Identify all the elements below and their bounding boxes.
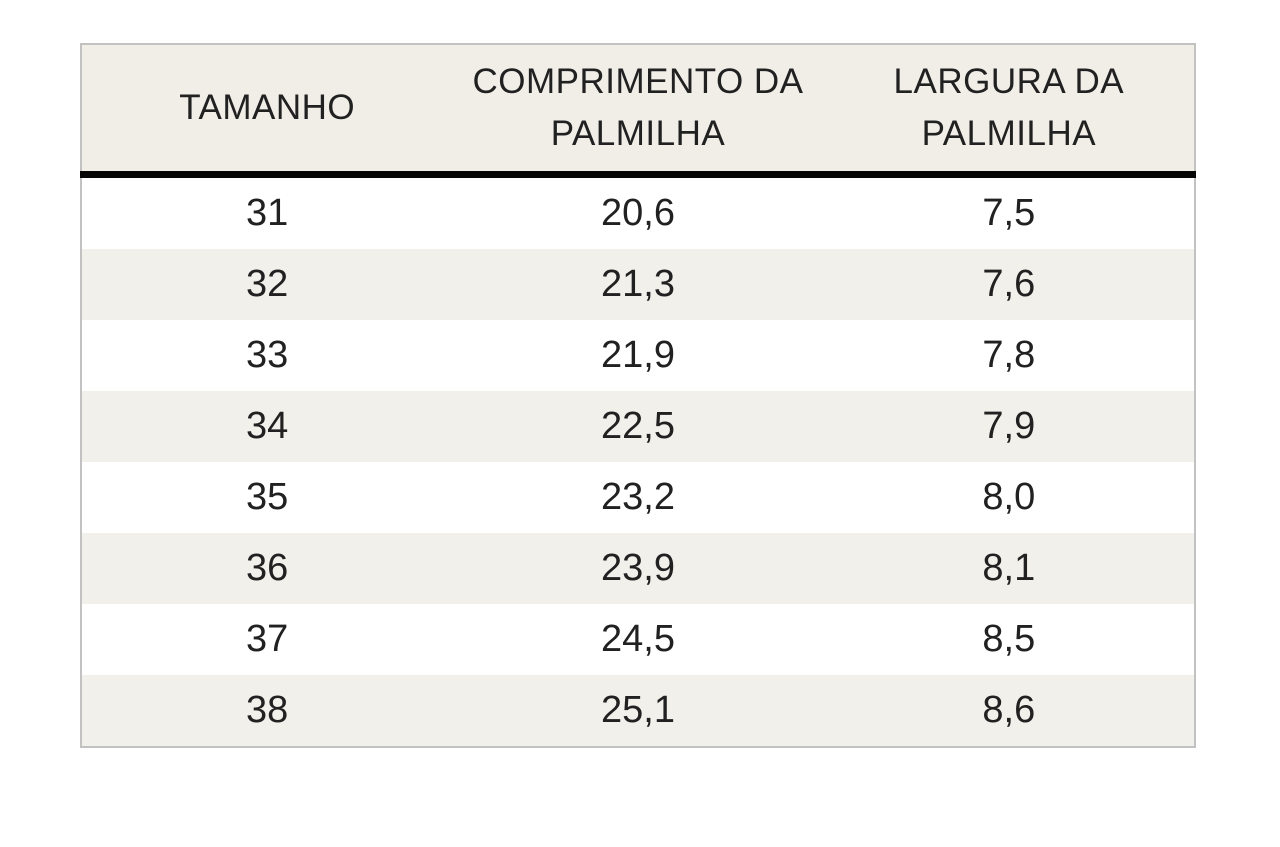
cell-comprimento: 23,9 — [452, 533, 824, 604]
cell-tamanho: 33 — [81, 320, 453, 391]
cell-tamanho: 38 — [81, 675, 453, 747]
cell-comprimento: 21,3 — [452, 249, 824, 320]
table-row: 32 21,3 7,6 — [81, 249, 1195, 320]
column-header-comprimento: COMPRIMENTO DA PALMILHA — [452, 44, 824, 178]
cell-largura: 7,6 — [823, 249, 1195, 320]
cell-tamanho: 35 — [81, 462, 453, 533]
header-label-line2: PALMILHA — [550, 114, 726, 153]
header-row: TAMANHO COMPRIMENTO DA PALMILHA LARGURA … — [81, 44, 1195, 178]
cell-largura: 7,9 — [823, 391, 1195, 462]
cell-largura: 8,0 — [823, 462, 1195, 533]
cell-tamanho: 34 — [81, 391, 453, 462]
table-row: 34 22,5 7,9 — [81, 391, 1195, 462]
cell-tamanho: 37 — [81, 604, 453, 675]
header-label-line1: COMPRIMENTO DA — [472, 62, 804, 101]
table-row: 33 21,9 7,8 — [81, 320, 1195, 391]
column-header-largura: LARGURA DA PALMILHA — [823, 44, 1195, 178]
column-header-tamanho: TAMANHO — [81, 44, 453, 178]
table-row: 38 25,1 8,6 — [81, 675, 1195, 747]
table-header: TAMANHO COMPRIMENTO DA PALMILHA LARGURA … — [81, 44, 1195, 178]
table-row: 36 23,9 8,1 — [81, 533, 1195, 604]
cell-tamanho: 31 — [81, 174, 453, 249]
cell-tamanho: 32 — [81, 249, 453, 320]
cell-largura: 8,1 — [823, 533, 1195, 604]
size-chart-container: TAMANHO COMPRIMENTO DA PALMILHA LARGURA … — [80, 43, 1196, 748]
cell-comprimento: 25,1 — [452, 675, 824, 747]
table-row: 37 24,5 8,5 — [81, 604, 1195, 675]
table-row: 31 20,6 7,5 — [81, 174, 1195, 249]
cell-largura: 7,8 — [823, 320, 1195, 391]
cell-comprimento: 22,5 — [452, 391, 824, 462]
cell-comprimento: 21,9 — [452, 320, 824, 391]
cell-largura: 7,5 — [823, 174, 1195, 249]
table-body: 31 20,6 7,5 32 21,3 7,6 33 21,9 7,8 34 2… — [81, 174, 1195, 747]
cell-comprimento: 23,2 — [452, 462, 824, 533]
cell-comprimento: 20,6 — [452, 174, 824, 249]
table-row: 35 23,2 8,0 — [81, 462, 1195, 533]
header-label-line2: PALMILHA — [921, 114, 1097, 153]
size-chart-table: TAMANHO COMPRIMENTO DA PALMILHA LARGURA … — [80, 43, 1196, 748]
header-label-line1: LARGURA DA — [893, 62, 1125, 101]
cell-largura: 8,5 — [823, 604, 1195, 675]
cell-comprimento: 24,5 — [452, 604, 824, 675]
header-label: TAMANHO — [179, 88, 356, 127]
cell-tamanho: 36 — [81, 533, 453, 604]
cell-largura: 8,6 — [823, 675, 1195, 747]
